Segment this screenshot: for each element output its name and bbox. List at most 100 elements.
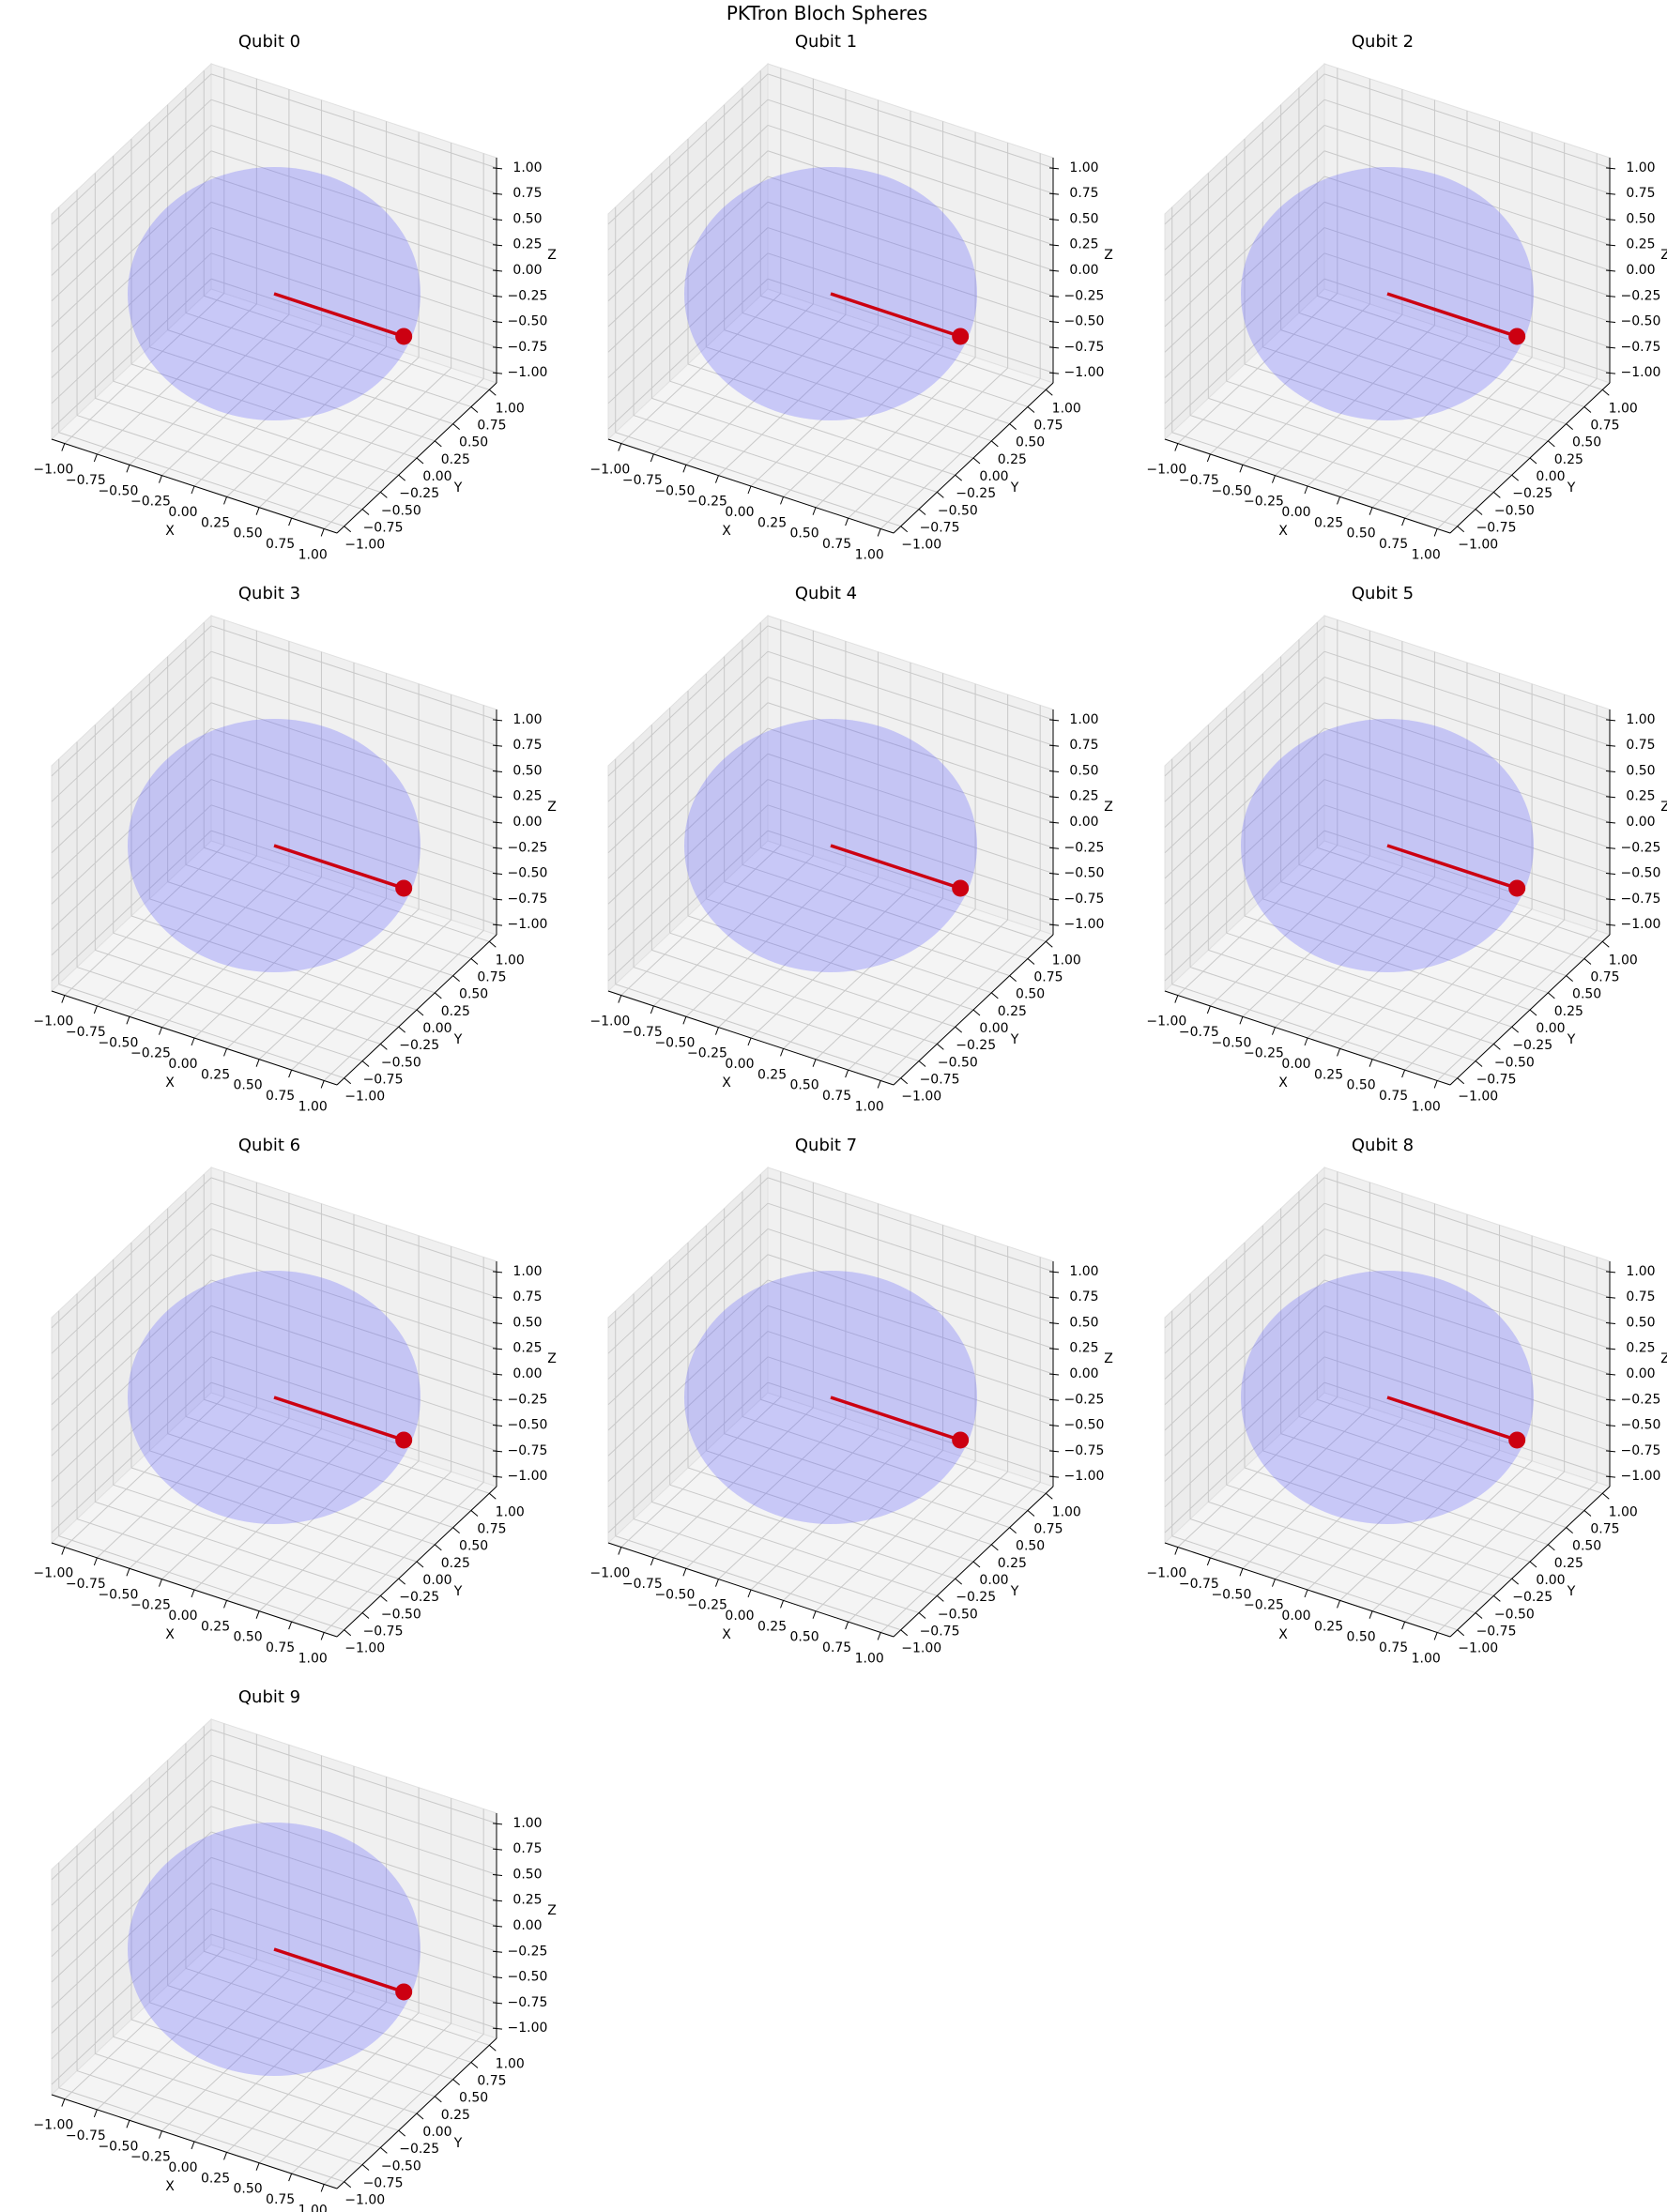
x-axis-label: X [165, 2179, 175, 2194]
x-tick-label: −1.00 [33, 2118, 73, 2133]
x-tick-mark [682, 465, 687, 473]
y-tick-label: −0.50 [938, 1055, 978, 1070]
y-tick-mark [990, 992, 999, 999]
x-tick-label: 1.00 [1412, 1099, 1441, 1114]
gridline-y [130, 2019, 418, 2114]
gridline-z [767, 650, 1054, 746]
gridline-x [323, 1482, 484, 1633]
y-tick-mark [488, 389, 497, 396]
x-tick-label: −0.50 [98, 1035, 138, 1050]
y-tick-label: 0.25 [1554, 1556, 1583, 1571]
y-tick-label: −1.00 [901, 1090, 941, 1105]
gridline-z [1164, 1177, 1325, 1329]
gridline-x [291, 919, 451, 1071]
gridline-z [1164, 1279, 1325, 1431]
gridline-x [879, 1482, 1041, 1633]
state-vector-point [395, 879, 413, 897]
z-tick-mark [1605, 770, 1616, 772]
x-tick-label: −0.25 [130, 1598, 171, 1613]
y-tick-label: −0.50 [381, 2159, 421, 2174]
y-axis-label: Y [1010, 1032, 1019, 1047]
gridline-z [210, 1254, 497, 1350]
gridline-z [1323, 650, 1611, 746]
x-tick-mark [320, 528, 325, 537]
gridline-z [767, 1177, 1054, 1273]
y-tick-label: 0.25 [441, 1004, 470, 1019]
z-axis-label: Z [547, 1903, 557, 1918]
x-tick-label: 1.00 [1412, 1651, 1441, 1666]
y-tick-mark [452, 975, 460, 983]
z-tick-label: 0.50 [1069, 211, 1098, 226]
gridline-x [848, 1471, 1008, 1623]
y-tick-mark [344, 526, 352, 533]
subplot-title: Qubit 1 [795, 32, 857, 52]
x-tick-mark [1239, 1016, 1244, 1025]
y-tick-label: −0.25 [1512, 486, 1552, 501]
gridline-z [767, 702, 1054, 798]
x-tick-mark [877, 528, 881, 537]
gridline-z [1323, 124, 1611, 220]
gridline-y [149, 2002, 436, 2098]
z-axis-label: Z [1104, 1351, 1113, 1366]
z-tick-label: 1.00 [1069, 160, 1098, 175]
x-tick-mark [1433, 528, 1438, 537]
y-tick-label: −1.00 [1458, 538, 1498, 553]
state-vector-line [1386, 292, 1518, 339]
x-tick-mark [714, 475, 719, 483]
gridline-z [767, 1279, 1054, 1375]
y-tick-mark [900, 1077, 909, 1085]
gridline-y [1298, 312, 1585, 407]
z-tick-label: −0.75 [508, 1443, 548, 1458]
y-tick-mark [1583, 958, 1592, 965]
y-tick-label: 1.00 [496, 1504, 525, 1519]
x-axis-label: X [1278, 524, 1288, 539]
z-tick-mark [492, 1950, 503, 1953]
gridline-y [1280, 329, 1567, 425]
gridline-z [607, 1254, 769, 1406]
y-tick-mark [1511, 1578, 1520, 1585]
z-tick-mark [492, 346, 503, 349]
x-axis-label: X [722, 1075, 731, 1091]
gridline-y [204, 1950, 490, 2046]
subplot-title: Qubit 2 [1352, 32, 1414, 52]
y-tick-mark [1566, 423, 1573, 431]
y-tick-label: 0.50 [459, 1539, 488, 1554]
x-tick-label: −0.75 [622, 1025, 663, 1040]
gridline-x [1436, 930, 1598, 1081]
gridline-z [767, 1202, 1054, 1298]
y-tick-mark [1027, 958, 1035, 965]
z-tick-mark [492, 1373, 503, 1376]
x-tick-label: −0.50 [1211, 483, 1251, 498]
x-tick-mark [1271, 1027, 1276, 1035]
gridline-x [258, 908, 420, 1060]
z-tick-mark [1048, 821, 1060, 824]
y-tick-mark [416, 2113, 424, 2120]
z-tick-mark [492, 218, 503, 221]
x-tick-label: 0.25 [201, 1619, 230, 1634]
gridline-z [767, 625, 1054, 721]
y-tick-mark [344, 2181, 352, 2189]
z-axis-label: Z [547, 248, 557, 263]
z-tick-label: 0.00 [1626, 1366, 1655, 1381]
z-tick-mark [1048, 1373, 1060, 1376]
y-tick-label: 0.00 [1536, 1021, 1565, 1036]
z-tick-mark [492, 1823, 503, 1825]
y-tick-mark [1475, 1060, 1483, 1067]
z-tick-label: 0.50 [512, 763, 542, 778]
x-tick-label: −0.25 [687, 1598, 727, 1613]
z-tick-label: −0.75 [1064, 1443, 1105, 1458]
y-tick-label: −0.75 [363, 2176, 404, 2191]
x-tick-mark [845, 517, 849, 526]
gridline-y [760, 1398, 1047, 1494]
y-tick-label: −1.00 [901, 1641, 941, 1656]
z-tick-label: 0.50 [1626, 763, 1655, 778]
z-tick-mark [492, 1475, 503, 1478]
z-tick-mark [492, 192, 503, 195]
z-tick-label: −1.00 [1064, 917, 1105, 932]
state-vector-point [952, 328, 970, 345]
z-tick-label: −0.50 [1621, 866, 1661, 881]
x-tick-label: −0.75 [66, 473, 106, 488]
subplot-qubit-5: −1.00−1.00−1.00−0.75−0.75−0.75−0.50−0.50… [1146, 584, 1667, 1114]
y-tick-mark [1511, 474, 1520, 481]
y-tick-label: −0.25 [956, 486, 996, 501]
